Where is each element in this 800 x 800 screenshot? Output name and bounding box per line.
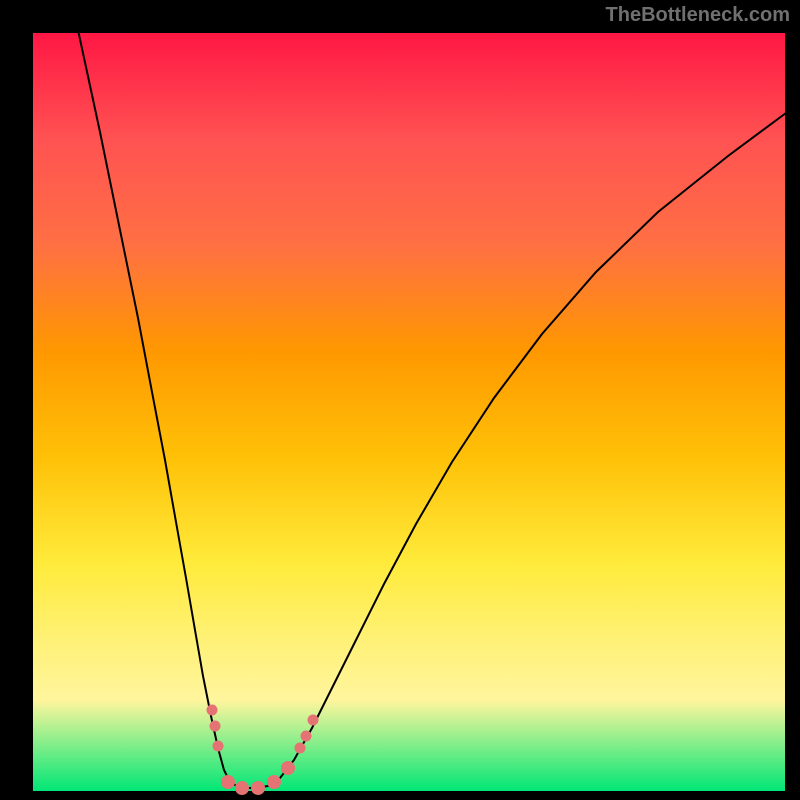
left-curve	[78, 30, 254, 788]
curve-overlay	[0, 0, 800, 800]
data-marker	[210, 721, 221, 732]
data-marker	[281, 761, 295, 775]
watermark-text: TheBottleneck.com	[606, 4, 790, 27]
data-marker	[213, 741, 224, 752]
data-marker	[267, 775, 281, 789]
data-marker	[235, 781, 249, 795]
data-marker	[251, 781, 265, 795]
data-marker	[301, 731, 312, 742]
data-marker	[221, 775, 235, 789]
data-marker	[308, 715, 319, 726]
right-curve	[254, 110, 790, 788]
data-marker	[207, 705, 218, 716]
data-marker	[295, 743, 306, 754]
